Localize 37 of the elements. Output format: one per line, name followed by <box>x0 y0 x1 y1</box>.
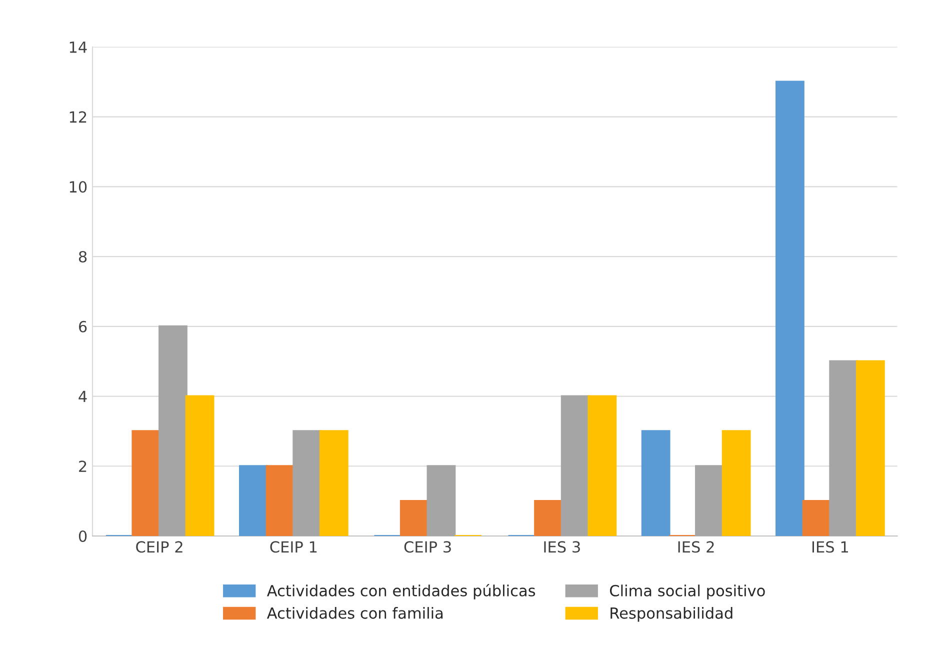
y-tick-label: 8 <box>78 250 87 263</box>
bar <box>426 465 456 536</box>
bar <box>722 430 751 536</box>
bar <box>132 430 161 536</box>
x-tick-label: CEIP 2 <box>136 541 182 553</box>
legend-label: Responsabilidad <box>610 607 732 622</box>
x-tick-label: IES 1 <box>812 541 848 553</box>
legend-label: Actividades con familia <box>266 607 443 619</box>
bar <box>775 80 804 536</box>
bar <box>534 500 563 536</box>
bar <box>400 500 429 536</box>
legend-label: Clima social positivo <box>610 584 765 600</box>
y-tick-label: 4 <box>78 390 87 402</box>
y-tick-label: 10 <box>70 181 87 193</box>
x-tick-label: CEIP 1 <box>270 541 317 553</box>
bar <box>266 465 295 536</box>
y-tick-label: 14 <box>70 42 87 53</box>
bar <box>802 500 832 536</box>
bar <box>588 395 617 536</box>
x-tick-label: IES 3 <box>544 541 580 553</box>
bar <box>158 325 188 536</box>
legend-label: Actividades con entidades públicas <box>266 584 536 600</box>
bar <box>238 465 268 536</box>
bar <box>856 360 885 536</box>
x-tick-label: IES 2 <box>678 541 714 553</box>
bar <box>560 395 590 536</box>
bar <box>829 360 858 536</box>
bar <box>319 430 348 536</box>
y-tick-label: 6 <box>78 320 87 332</box>
x-tick-label: CEIP 3 <box>404 541 451 553</box>
bar <box>185 395 214 536</box>
bar <box>292 430 322 536</box>
y-tick-label: 0 <box>78 530 87 542</box>
bar <box>695 465 724 536</box>
y-tick-label: 2 <box>79 460 86 472</box>
bar <box>641 430 670 536</box>
y-tick-label: 12 <box>70 111 86 123</box>
